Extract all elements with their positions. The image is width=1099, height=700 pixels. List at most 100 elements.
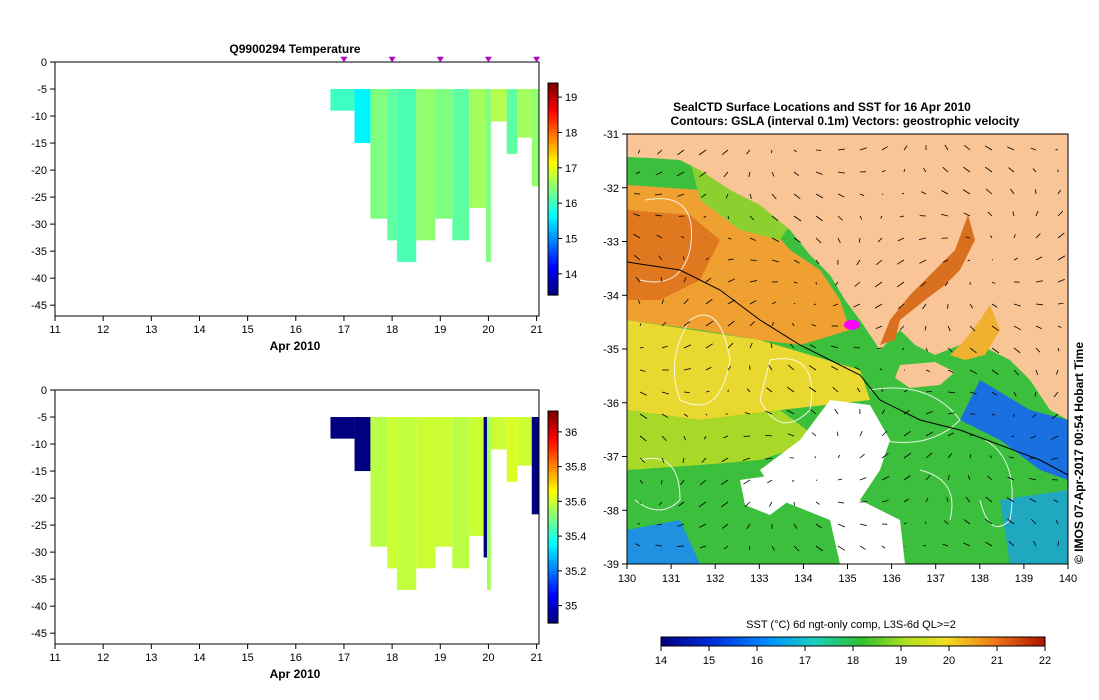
velocity-vector (677, 523, 685, 527)
profile-cell-14 (531, 417, 539, 515)
x-tick-label: 11 (49, 324, 60, 336)
colorbar-segment (548, 118, 558, 123)
velocity-vector (661, 457, 665, 464)
profile-cell-4 (396, 417, 417, 590)
velocity-vector (947, 453, 953, 459)
velocity-vector (727, 278, 735, 283)
profile-cell-5 (416, 89, 436, 241)
colorbar-segment (548, 584, 558, 589)
velocity-vector (705, 343, 713, 349)
colorbar-segment (548, 425, 558, 430)
colorbar-segment (548, 435, 558, 440)
colorbar-segment (548, 428, 558, 433)
colorbar-segment (548, 245, 558, 250)
velocity-vector (991, 413, 995, 416)
velocity-vector (962, 189, 971, 195)
velocity-vector (698, 523, 707, 528)
velocity-vector (793, 215, 802, 222)
velocity-vector (766, 387, 773, 393)
velocity-vector (881, 453, 889, 459)
colorbar-segment (548, 474, 558, 479)
shelf-break-line (627, 261, 1068, 476)
colorbar-segment (548, 492, 558, 497)
velocity-vector (765, 410, 773, 415)
velocity-vector (793, 237, 801, 243)
velocity-vector (1035, 325, 1042, 330)
profile-marker-1 (388, 56, 396, 63)
salinity-axes-frame (54, 389, 540, 645)
profile-marker-2 (436, 56, 444, 63)
velocity-vector (632, 213, 641, 217)
velocity-vector (1035, 280, 1043, 283)
temperature-colorbar: 14 15 16 17 18 19 (547, 82, 577, 296)
colorbar-tick-label: 15 (565, 233, 577, 245)
profile-cell-2 (370, 417, 388, 547)
x-tick-label: 19 (434, 652, 446, 664)
salinity-xlabel: Apr 2010 (270, 667, 321, 681)
velocity-vector (1006, 497, 1015, 503)
velocity-vector (944, 281, 949, 287)
velocity-vector (749, 215, 755, 221)
colorbar-tick-label: 35.8 (565, 462, 586, 474)
colorbar-tick-label: 35.6 (565, 496, 586, 508)
gulf-st-vincent (950, 305, 1000, 360)
cool-south-east-patch (1000, 490, 1068, 564)
y-tick-label: 0 (41, 57, 47, 69)
x-tick-label: 16 (290, 652, 302, 664)
velocity-vector (859, 453, 865, 459)
profile-cell-3 (387, 89, 397, 241)
velocity-vector (749, 342, 753, 349)
velocity-vector (793, 171, 800, 176)
velocity-vector (705, 390, 710, 393)
colorbar-segment (548, 100, 558, 105)
velocity-vector (947, 325, 951, 332)
velocity-vector (727, 215, 730, 220)
velocity-vector (654, 193, 663, 196)
velocity-vector (705, 277, 712, 283)
velocity-vector (1013, 347, 1021, 354)
colorbar-segment (548, 513, 558, 518)
velocity-vector (655, 171, 663, 176)
velocity-vector (658, 501, 663, 506)
velocity-vector (1007, 146, 1015, 151)
profile-cell-12 (517, 89, 532, 138)
colorbar-segment (548, 619, 558, 624)
velocity-vector (791, 479, 795, 483)
colorbar-segment (548, 442, 558, 447)
velocity-vector (967, 259, 971, 262)
colorbar-segment (548, 421, 558, 426)
velocity-vector (921, 191, 927, 195)
velocity-vector (918, 237, 927, 241)
colorbar-segment (548, 524, 558, 529)
colorbar-segment (548, 562, 558, 568)
cool-south-west-patch (627, 520, 700, 564)
velocity-vector (876, 259, 883, 266)
colorbar-frame (547, 82, 559, 296)
map-y-tick-label: -32 (603, 183, 619, 195)
colorbar-segment (548, 467, 558, 472)
x-tick-label: 15 (242, 652, 254, 664)
y-tick-label: -35 (31, 574, 47, 586)
velocity-vector (854, 366, 861, 371)
velocity-vector (1056, 369, 1059, 375)
salinity-panel: 11 12 13 14 15 16 17 18 19 20 21 0 -5 -10 -15 -20 -25 -30… (31, 385, 586, 681)
velocity-vector (656, 149, 663, 155)
velocity-vector (1057, 279, 1065, 283)
profile-cell-10 (490, 89, 507, 122)
x-tick-label: 13 (145, 652, 157, 664)
colorbar-segment (548, 559, 558, 564)
velocity-vector (1013, 325, 1022, 331)
velocity-vector (680, 235, 685, 239)
colorbar-segment (548, 601, 558, 606)
colorbar-segment (548, 605, 558, 610)
velocity-vector (989, 235, 993, 239)
velocity-vector (1010, 188, 1015, 195)
velocity-vector (639, 369, 646, 372)
transition-patch (627, 410, 820, 470)
velocity-vector (925, 521, 927, 525)
velocity-vector (722, 523, 729, 529)
velocity-vector (639, 457, 646, 463)
velocity-vector (1013, 303, 1021, 307)
colorbar-segment (548, 541, 558, 546)
map-x-tick-label: 132 (706, 573, 724, 585)
